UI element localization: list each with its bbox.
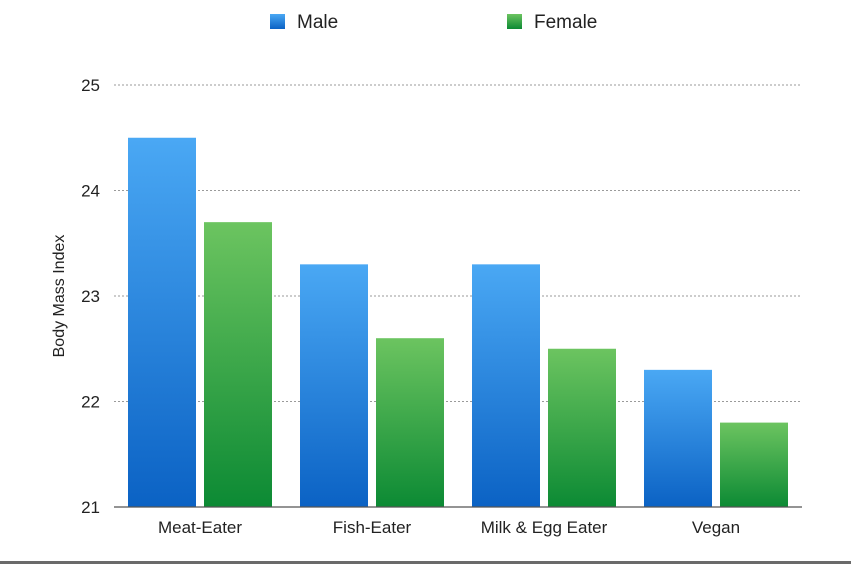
legend: Male Female xyxy=(270,12,597,33)
legend-swatch-male xyxy=(270,14,285,29)
bar-female-0 xyxy=(204,222,272,507)
x-tick-label: Fish-Eater xyxy=(333,518,412,537)
y-tick-label: 25 xyxy=(81,76,100,95)
bars xyxy=(128,137,788,507)
bottom-divider xyxy=(0,561,851,564)
x-axis-labels: Meat-Eater Fish-Eater Milk & Egg Eater Vega… xyxy=(158,518,740,537)
bar-male-2 xyxy=(472,264,540,507)
bar-female-3 xyxy=(720,422,788,507)
bar-female-1 xyxy=(376,338,444,507)
x-tick-label: Milk & Egg Eater xyxy=(481,518,608,537)
y-tick-label: 24 xyxy=(81,182,100,201)
bar-male-1 xyxy=(300,264,368,507)
x-tick-label: Vegan xyxy=(692,518,740,537)
legend-label-male: Male xyxy=(297,12,338,33)
legend-swatch-female xyxy=(507,14,522,29)
y-tick-label: 23 xyxy=(81,287,100,306)
y-axis-ticks: 21 22 23 24 25 xyxy=(81,76,100,517)
x-tick-label: Meat-Eater xyxy=(158,518,242,537)
y-tick-label: 21 xyxy=(81,498,100,517)
bar-male-0 xyxy=(128,137,196,507)
bar-male-3 xyxy=(644,369,712,507)
bar-female-2 xyxy=(548,348,616,507)
y-tick-label: 22 xyxy=(81,393,100,412)
y-axis-title: Body Mass Index xyxy=(51,235,68,358)
legend-label-female: Female xyxy=(534,12,597,33)
